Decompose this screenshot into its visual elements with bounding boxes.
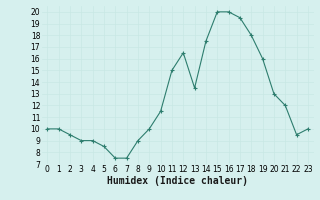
X-axis label: Humidex (Indice chaleur): Humidex (Indice chaleur) bbox=[107, 176, 248, 186]
